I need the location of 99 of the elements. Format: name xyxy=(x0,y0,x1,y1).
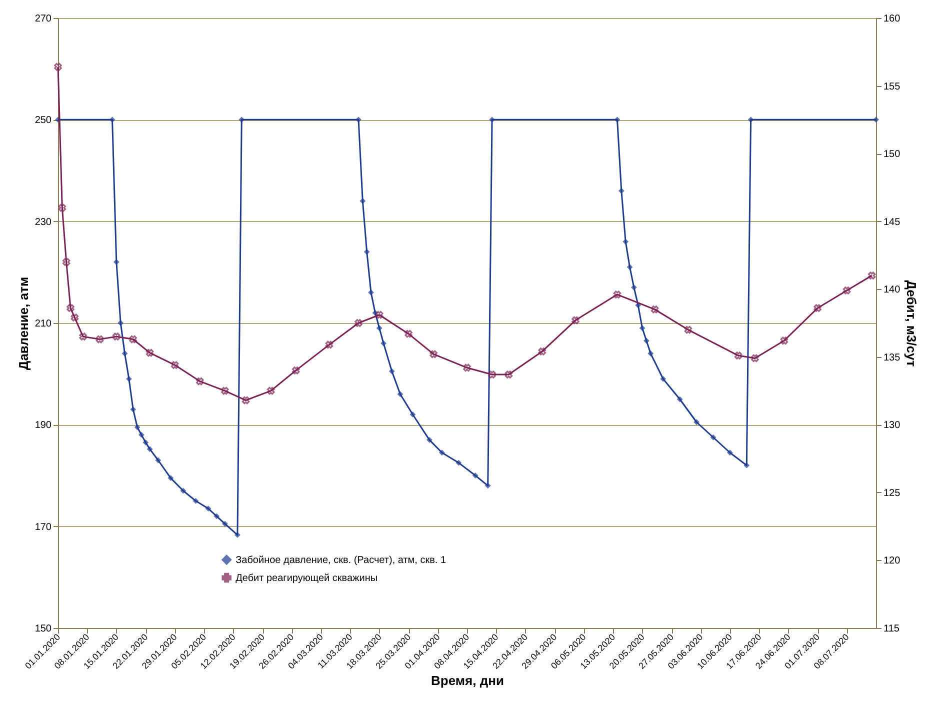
point xyxy=(180,488,186,494)
point xyxy=(538,348,546,356)
point xyxy=(205,506,212,512)
point xyxy=(142,440,149,446)
point xyxy=(292,366,300,374)
y2-tick-label: 120 xyxy=(884,556,901,567)
point xyxy=(814,304,822,312)
point xyxy=(388,368,395,374)
point xyxy=(873,116,879,123)
point xyxy=(122,350,128,356)
point xyxy=(129,335,138,344)
point xyxy=(354,319,362,327)
point xyxy=(648,350,654,356)
y-axis-title: Давление, атм xyxy=(16,276,31,370)
point xyxy=(626,264,633,270)
point xyxy=(376,325,382,332)
y2-tick-label: 155 xyxy=(884,81,901,92)
point xyxy=(842,286,851,294)
point xyxy=(613,290,622,298)
point xyxy=(242,396,250,404)
legend-label: Дебит реагирующей скважины xyxy=(236,572,378,584)
y2-tick-label: 150 xyxy=(884,149,901,160)
point xyxy=(868,272,876,280)
point xyxy=(118,320,124,326)
y-tick-label: 210 xyxy=(34,318,52,330)
point xyxy=(266,386,275,395)
point xyxy=(66,304,74,312)
legend-label: Забойное давление, скв. (Расчет), атм, скв. 1 xyxy=(236,554,446,566)
y2-tick-label: 140 xyxy=(884,284,901,296)
point xyxy=(430,350,438,358)
point xyxy=(650,306,659,314)
point xyxy=(439,450,445,456)
point xyxy=(639,325,646,332)
point xyxy=(109,116,116,123)
y2-tick-label: 125 xyxy=(884,488,901,499)
y2-tick-label: 160 xyxy=(884,14,901,24)
point xyxy=(146,348,154,357)
point xyxy=(168,475,174,481)
point xyxy=(192,498,199,504)
point xyxy=(364,248,370,255)
point xyxy=(463,364,471,372)
point xyxy=(614,116,620,123)
point xyxy=(70,314,79,322)
x-axis-title: Время, дни xyxy=(431,672,504,688)
y-tick-label: 230 xyxy=(34,216,52,228)
point xyxy=(660,376,666,382)
point xyxy=(397,391,404,398)
y2-axis-title: Дебит, м3/сут xyxy=(904,280,920,367)
y-tick-label: 250 xyxy=(34,115,52,126)
point xyxy=(694,419,700,426)
point xyxy=(456,460,462,466)
y-tick-label: 270 xyxy=(34,14,52,24)
point xyxy=(222,520,228,527)
point xyxy=(676,396,683,402)
point xyxy=(126,376,132,382)
point xyxy=(134,424,140,430)
point xyxy=(214,513,220,520)
y-tick-label: 150 xyxy=(34,624,52,634)
y2-tick-label: 135 xyxy=(884,352,901,364)
point xyxy=(375,310,384,319)
point xyxy=(404,330,412,338)
point xyxy=(572,316,580,324)
point xyxy=(58,204,66,212)
point xyxy=(734,352,742,360)
point xyxy=(138,432,144,438)
point xyxy=(380,340,386,346)
point xyxy=(112,332,120,340)
y2-tick-label: 115 xyxy=(884,624,900,634)
point xyxy=(472,472,478,478)
point xyxy=(234,532,240,538)
point xyxy=(622,238,629,245)
point xyxy=(684,326,692,334)
y-tick-label: 190 xyxy=(34,420,52,432)
point xyxy=(146,446,153,452)
point xyxy=(504,370,513,378)
point xyxy=(751,354,759,362)
point xyxy=(54,62,62,71)
y2-tick-label: 145 xyxy=(884,216,901,228)
point xyxy=(113,259,120,265)
point xyxy=(221,386,229,395)
point xyxy=(360,198,366,204)
point xyxy=(96,335,104,344)
point xyxy=(726,450,733,456)
point xyxy=(780,336,788,345)
point xyxy=(484,482,491,489)
y-tick-label: 170 xyxy=(34,522,52,533)
point xyxy=(410,412,416,418)
point xyxy=(644,338,650,344)
point xyxy=(79,332,87,340)
point xyxy=(155,457,162,464)
point xyxy=(710,434,716,440)
point xyxy=(426,436,432,443)
point xyxy=(196,377,204,386)
point xyxy=(325,340,334,349)
point xyxy=(630,284,637,290)
y2-tick-label: 130 xyxy=(884,420,901,432)
point xyxy=(62,258,70,266)
point xyxy=(488,370,496,378)
point xyxy=(170,361,179,369)
